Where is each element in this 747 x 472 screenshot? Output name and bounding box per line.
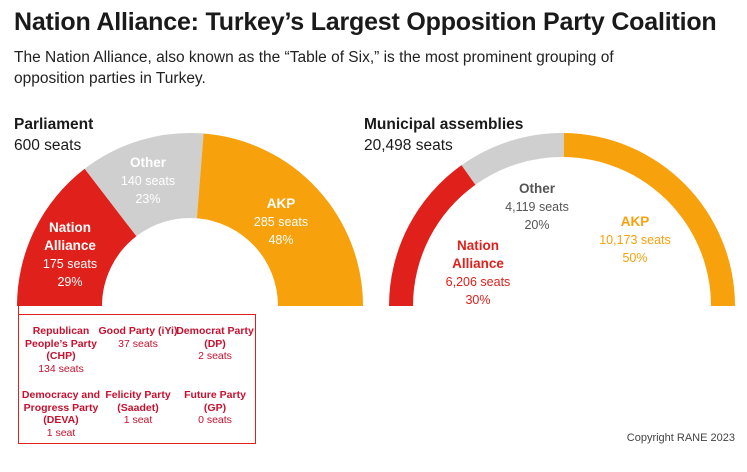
slice-label: Other xyxy=(130,155,167,170)
slice-seats-label: 10,173 seats xyxy=(599,233,671,247)
parliament-chart-subtitle: 600 seats xyxy=(14,137,82,154)
breakdown-item-dp: Democrat Party (DP) 2 seats xyxy=(175,325,255,363)
breakdown-party-name: Felicity Party (Saadet) xyxy=(105,389,171,414)
page-title: Nation Alliance: Turkey’s Largest Opposi… xyxy=(14,8,717,36)
breakdown-party-seats: 1 seat xyxy=(46,426,76,439)
slice-label: AKP xyxy=(621,214,650,229)
slice-seats-label: 285 seats xyxy=(254,215,308,229)
breakdown-item-saadet: Felicity Party (Saadet) 1 seat xyxy=(98,389,178,427)
parliament-chart-title: Parliament xyxy=(14,116,94,133)
slice-percent-label: 29% xyxy=(57,275,82,289)
breakdown-party-seats: 37 seats xyxy=(118,337,158,350)
slice-label: Nation xyxy=(49,220,91,235)
breakdown-party-name: Democracy and Progress Party (DEVA) xyxy=(21,389,101,426)
breakdown-party-name: Good Party (iYi) xyxy=(98,325,178,337)
slice-percent-label: 30% xyxy=(465,293,490,307)
breakdown-connector xyxy=(18,288,19,315)
breakdown-party-seats: 134 seats xyxy=(38,362,84,375)
slice-label: Alliance xyxy=(452,256,504,271)
breakdown-item-deva: Democracy and Progress Party (DEVA) 1 se… xyxy=(21,389,101,439)
slice-label: AKP xyxy=(267,196,296,211)
slice-parliament-akp xyxy=(196,133,364,306)
page-subtitle: The Nation Alliance, also known as the “… xyxy=(14,49,614,87)
breakdown-party-name: Democrat Party (DP) xyxy=(176,325,254,350)
slice-percent-label: 48% xyxy=(268,233,293,247)
copyright-note: Copyright RANE 2023 xyxy=(626,432,735,444)
breakdown-party-seats: 2 seats xyxy=(198,350,232,362)
slice-percent-label: 20% xyxy=(524,218,549,232)
municipal-chart-title: Municipal assemblies xyxy=(364,116,524,133)
slice-label: Nation xyxy=(457,238,499,253)
slice-seats-label: 4,119 seats xyxy=(505,200,569,214)
municipal-chart-subtitle: 20,498 seats xyxy=(364,137,453,154)
slice-percent-label: 50% xyxy=(622,251,647,265)
breakdown-party-name: Republican People’s Party (CHP) xyxy=(25,325,97,362)
breakdown-item-chp: Republican People’s Party (CHP) 134 seat… xyxy=(21,325,101,375)
breakdown-party-seats: 0 seats xyxy=(198,414,232,426)
slice-municipal-nation-alliance xyxy=(389,165,476,306)
slice-percent-label: 23% xyxy=(135,192,160,206)
slice-municipal-akp xyxy=(563,133,735,306)
breakdown-item-iyi: Good Party (iYi) 37 seats xyxy=(98,325,178,350)
slice-municipal-other xyxy=(461,133,565,185)
slice-parliament-other xyxy=(84,132,204,237)
slice-seats-label: 175 seats xyxy=(43,257,97,271)
slice-seats-label: 140 seats xyxy=(121,174,175,188)
slice-seats-label: 6,206 seats xyxy=(446,275,511,289)
slice-parliament-nation-alliance xyxy=(17,168,137,306)
breakdown-item-gp: Future Party (GP) 0 seats xyxy=(175,389,255,427)
breakdown-party-seats: 1 seat xyxy=(123,414,153,426)
nation-alliance-breakdown: Republican People’s Party (CHP) 134 seat… xyxy=(18,314,256,444)
slice-label: Other xyxy=(519,181,556,196)
breakdown-party-name: Future Party (GP) xyxy=(184,389,246,414)
slice-label: Alliance xyxy=(44,238,96,253)
